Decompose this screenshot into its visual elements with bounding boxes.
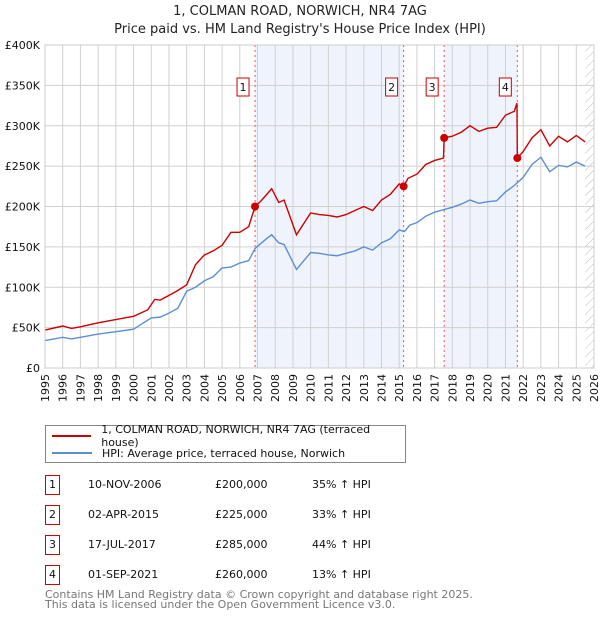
x-tick-label: 2003 — [181, 374, 194, 402]
x-tick-label: 2005 — [216, 374, 229, 402]
x-tick-label: 1997 — [74, 374, 87, 402]
sale-price: £200,000 — [215, 478, 268, 491]
y-tick-label: £50K — [12, 322, 41, 335]
legend-label: HPI: Average price, terraced house, Norw… — [102, 446, 346, 460]
sale-marker-box — [385, 77, 399, 97]
x-tick-label: 2024 — [553, 374, 566, 402]
footer: Contains HM Land Registry data © Crown c… — [45, 588, 473, 611]
series-line — [44, 156, 586, 342]
sale-marker-label: 2 — [45, 505, 60, 525]
x-tick-label: 2017 — [429, 374, 442, 402]
x-tick-label: 2012 — [340, 374, 353, 402]
x-tick-label: 2007 — [252, 374, 265, 402]
y-tick-label: £250K — [5, 160, 41, 173]
legend-item-hpi: HPI: Average price, terraced house, Norw… — [52, 445, 345, 461]
x-tick-label: 2015 — [393, 374, 406, 402]
sale-hpi-diff: 44% ↑ HPI — [312, 538, 371, 551]
x-tick-label: 2023 — [535, 374, 548, 402]
legend-item-property: 1, COLMAN ROAD, NORWICH, NR4 7AG (terrac… — [52, 423, 405, 449]
series-line — [44, 102, 586, 331]
sale-price: £225,000 — [215, 508, 268, 521]
sale-marker-label: 3 — [429, 81, 436, 94]
price-chart: 1995 1996 1997 1998 1999 2000 2001 2002 2003 2004… — [5, 39, 600, 402]
sale-hpi-diff: 35% ↑ HPI — [312, 478, 371, 491]
sale-marker-label: 3 — [45, 535, 60, 555]
chart-title: 1, COLMAN ROAD, NORWICH, NR4 7AG — [173, 4, 427, 19]
x-tick-label: 2025 — [570, 374, 583, 402]
x-tick-label: 2001 — [145, 374, 158, 402]
x-tick-label: 2026 — [588, 374, 600, 402]
x-tick-label: 1998 — [92, 374, 105, 402]
sale-point — [399, 182, 408, 191]
y-tick-label: £100K — [5, 281, 41, 294]
sale-marker-box — [236, 77, 250, 97]
x-tick-label: 2018 — [446, 374, 459, 402]
sale-hpi-diff: 13% ↑ HPI — [312, 568, 371, 581]
y-tick-label: £150K — [5, 241, 41, 254]
sale-point — [251, 202, 260, 211]
x-tick-label: 1995 — [39, 374, 52, 402]
x-tick-label: 2020 — [482, 374, 495, 402]
legend: 1, COLMAN ROAD, NORWICH, NR4 7AG (terrac… — [45, 423, 406, 463]
y-tick-label: £400K — [5, 39, 41, 52]
y-tick-label: £350K — [5, 79, 41, 92]
sale-date: 10-NOV-2006 — [88, 478, 162, 491]
x-tick-label: 2011 — [322, 374, 335, 402]
x-tick-label: 2002 — [163, 374, 176, 402]
sale-price: £285,000 — [215, 538, 268, 551]
sale-marker-box — [498, 77, 512, 97]
y-tick-label: £0 — [26, 362, 40, 375]
sale-date: 17-JUL-2017 — [88, 538, 156, 551]
sale-marker-label: 4 — [502, 81, 509, 94]
x-tick-label: 2006 — [234, 374, 247, 402]
legend-label: 1, COLMAN ROAD, NORWICH, NR4 7AG (terrac… — [101, 423, 371, 449]
sale-date: 02-APR-2015 — [88, 508, 160, 521]
sale-marker-label: 4 — [45, 565, 60, 585]
x-tick-label: 2009 — [287, 374, 300, 402]
sale-hpi-diff: 33% ↑ HPI — [312, 508, 371, 521]
x-tick-label: 2022 — [517, 374, 530, 402]
x-tick-label: 2019 — [464, 374, 477, 402]
sale-date: 01-SEP-2021 — [88, 568, 159, 581]
sale-marker-label: 2 — [388, 81, 395, 94]
x-tick-label: 1999 — [110, 374, 123, 402]
sale-marker-label: 1 — [45, 475, 60, 495]
sale-point — [513, 154, 522, 163]
legend-swatch-blue — [52, 452, 92, 454]
footer-line: Contains HM Land Registry data © Crown c… — [45, 588, 473, 601]
y-tick-label: £200K — [5, 201, 41, 214]
legend-swatch-red — [52, 435, 92, 437]
footer-line: This data is licensed under the Open Gov… — [45, 598, 396, 611]
x-tick-label: 2016 — [411, 374, 424, 402]
x-tick-label: 2010 — [305, 374, 318, 402]
x-tick-label: 2013 — [358, 374, 371, 402]
y-tick-label: £300K — [5, 120, 41, 133]
sale-price: £260,000 — [215, 568, 268, 581]
x-tick-label: 2004 — [198, 374, 211, 402]
x-tick-label: 2014 — [375, 374, 388, 402]
x-tick-label: 1996 — [57, 374, 70, 402]
x-tick-label: 2021 — [499, 374, 512, 402]
chart-subtitle: Price paid vs. HM Land Registry's House … — [114, 22, 486, 37]
plot-border — [44, 44, 595, 369]
sale-point — [440, 133, 449, 142]
sale-marker-label: 1 — [240, 81, 247, 94]
sale-marker-box — [425, 77, 439, 97]
x-tick-label: 2000 — [128, 374, 141, 402]
x-tick-label: 2008 — [269, 374, 282, 402]
